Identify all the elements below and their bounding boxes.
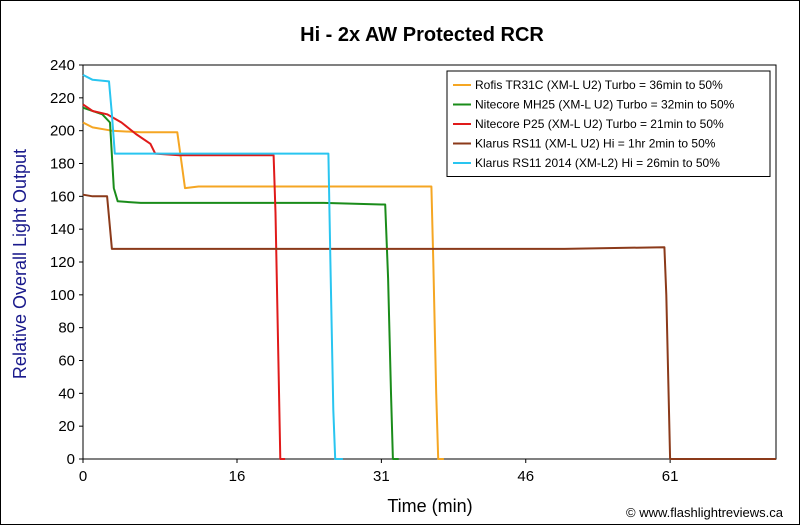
legend-label-1: Rofis TR31C (XM-L U2) Turbo = 36min to 5… xyxy=(475,78,723,92)
series-line-4 xyxy=(82,193,776,460)
y-tick-label: 60 xyxy=(58,353,75,370)
y-tick-label: 100 xyxy=(50,287,75,304)
y-axis-label: Relative Overall Light Output xyxy=(10,149,30,379)
x-tick-label: 16 xyxy=(229,468,246,485)
legend-label-3: Nitecore P25 (XM-L U2) Turbo = 21min to … xyxy=(475,117,724,131)
y-tick-label: 220 xyxy=(50,90,75,107)
x-tick-label: 61 xyxy=(662,468,679,485)
x-tick-label: 0 xyxy=(79,468,87,485)
credit-text: © www.flashlightreviews.ca xyxy=(626,505,784,520)
y-tick-label: 120 xyxy=(50,254,75,271)
y-tick-label: 80 xyxy=(58,320,75,337)
y-tick-label: 0 xyxy=(67,451,75,468)
y-tick-label: 20 xyxy=(58,418,75,435)
y-tick-label: 180 xyxy=(50,156,75,173)
chart-title: Hi - 2x AW Protected RCR xyxy=(300,24,544,46)
y-tick-label: 160 xyxy=(50,188,75,205)
y-tick-label: 200 xyxy=(50,123,75,140)
x-tick-label: 31 xyxy=(373,468,390,485)
legend-box xyxy=(446,70,771,177)
legend-label-4: Klarus RS11 (XM-L U2) Hi = 1hr 2min to 5… xyxy=(475,137,716,151)
legend-label-2: Nitecore MH25 (XM-L U2) Turbo = 32min to… xyxy=(475,98,735,112)
legend-label-5: Klarus RS11 2014 (XM-L2) Hi = 26min to 5… xyxy=(475,156,720,170)
x-axis-label: Time (min) xyxy=(387,496,472,516)
x-tick-label: 46 xyxy=(517,468,534,485)
y-tick-label: 140 xyxy=(50,221,75,238)
y-tick-label: 40 xyxy=(58,385,75,402)
series-line-1 xyxy=(82,121,444,460)
legend: Rofis TR31C (XM-L U2) Turbo = 36min to 5… xyxy=(446,70,771,177)
y-tick-label: 240 xyxy=(50,57,75,74)
series-line-5 xyxy=(82,74,343,460)
